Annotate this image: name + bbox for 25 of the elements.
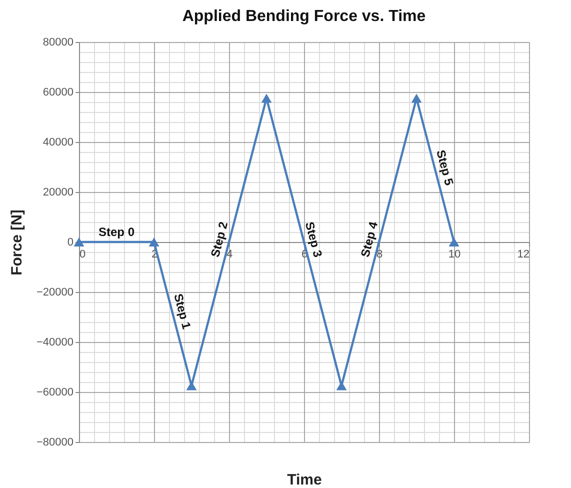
- y-tick-label: −20000: [36, 286, 74, 298]
- point: [411, 94, 422, 103]
- x-tick-label: 4: [226, 248, 233, 260]
- y-tick-label: 80000: [42, 36, 74, 48]
- y-axis-title: Force [N]: [8, 210, 26, 276]
- annotation: Step 0: [98, 225, 135, 239]
- x-tick-label: 8: [376, 248, 383, 260]
- point: [74, 237, 84, 247]
- y-tick-label: 0: [67, 236, 74, 248]
- y-tick-label: 40000: [42, 136, 74, 148]
- chart-title: Applied Bending Force vs. Time: [182, 8, 426, 25]
- point: [148, 237, 160, 247]
- y-tick-label: −40000: [36, 336, 74, 348]
- x-tick-label: 10: [448, 248, 461, 260]
- y-tick-label: −80000: [36, 436, 74, 448]
- x-tick-label: 12: [517, 248, 530, 260]
- x-tick-label: 0: [80, 248, 86, 260]
- point: [261, 94, 272, 103]
- point: [448, 237, 460, 247]
- x-axis-title: Time: [287, 472, 322, 488]
- y-tick-label: 20000: [42, 186, 74, 198]
- annotation: Step 5: [434, 148, 456, 188]
- y-tick-label: −60000: [36, 386, 74, 398]
- y-tick-label: 60000: [42, 86, 74, 98]
- annotation: Step 1: [171, 292, 194, 331]
